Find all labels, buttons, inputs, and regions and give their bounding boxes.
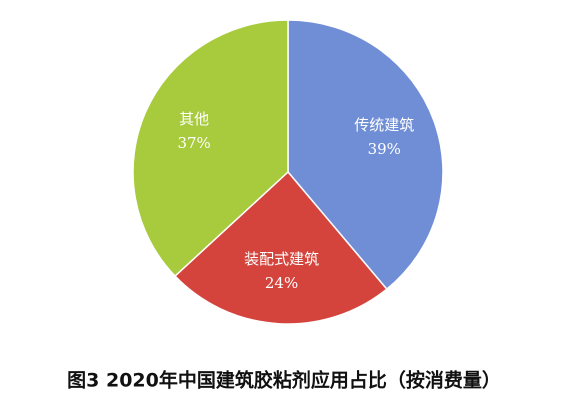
slice-value-label: 37% [177, 134, 210, 152]
pie-slice [132, 19, 289, 278]
slice-category: 其他 [179, 110, 209, 128]
chart-title: 图3 2020年中国建筑胶粘剂应用占比（按消费量） [67, 369, 501, 392]
pie-slice [173, 170, 388, 325]
slice-category: 传统建筑 [354, 116, 414, 134]
slice-value-label: 39% [368, 140, 401, 158]
slice-category: 装配式建筑 [244, 250, 319, 268]
slice-value-label: 24% [265, 274, 298, 292]
pie-slice [287, 19, 444, 291]
